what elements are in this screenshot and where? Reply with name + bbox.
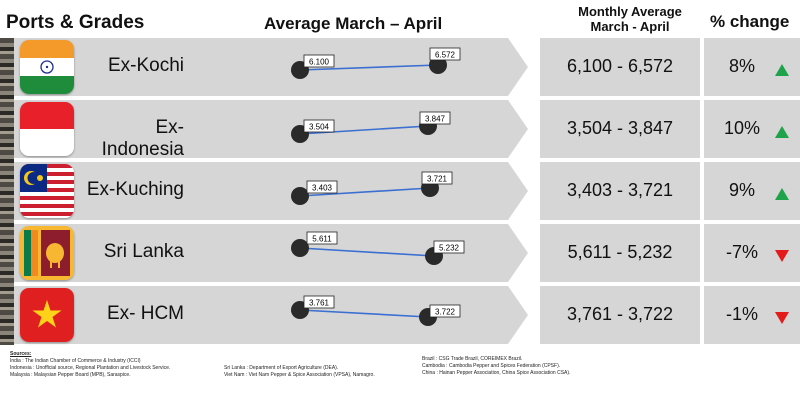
april-label: 3.722 — [435, 308, 456, 317]
trend-line — [299, 125, 429, 135]
table-row: Ex-Kochi 6.100 6.572 6,100 - 6,572 8% — [0, 38, 800, 96]
source-malaysia: Malaysia : Malaysian Pepper Board (MPB),… — [10, 372, 131, 378]
up-arrow-icon — [775, 64, 789, 76]
march-label: 6.100 — [309, 58, 330, 67]
sources-column-2: Sri Lanka : Department of Export Agricul… — [224, 365, 375, 379]
march-label: 3.403 — [312, 184, 333, 193]
header-percent-change: % change — [710, 12, 790, 31]
trend-chart: 3.504 3.847 — [291, 111, 451, 143]
header-monthly-line1: Monthly Average — [578, 4, 682, 19]
port-name: Ex- HCM — [106, 303, 184, 324]
range-band — [540, 162, 700, 220]
chart-band — [182, 224, 528, 282]
header-average: Average March – April — [264, 14, 443, 33]
range-band — [540, 224, 700, 282]
march-marker — [291, 187, 309, 205]
price-range: 3,403 - 3,721 — [566, 180, 674, 200]
percent-change: 8% — [728, 56, 755, 76]
percent-change: -7% — [725, 242, 758, 262]
chart-band — [182, 100, 528, 158]
price-range: 5,611 - 5,232 — [567, 242, 673, 262]
vietnam-flag-icon — [20, 288, 74, 342]
percent-change: 10% — [723, 118, 761, 138]
source-vietnam: Viet Nam : Viet Nam Pepper & Spice Assoc… — [224, 372, 375, 378]
source-india: India : The Indian Chamber of Commerce &… — [10, 358, 141, 364]
indonesia-flag-icon — [20, 102, 74, 156]
down-arrow-icon — [775, 312, 789, 324]
price-range: 3,504 - 3,847 — [566, 118, 674, 138]
trend-chart: 3.403 3.721 — [291, 171, 453, 205]
chart-band — [182, 38, 528, 96]
trend-line — [299, 64, 439, 71]
source-brazil: Brazil : CSG Trade Brazil, COREIMEX Braz… — [422, 356, 523, 362]
trend-line — [299, 247, 435, 257]
up-arrow-icon — [775, 126, 789, 138]
trend-line — [299, 187, 431, 197]
source-china: China : Hainan Pepper Association, China… — [422, 370, 571, 376]
table-row: Ex-Kuching 3.403 3.721 3,403 - 3,721 9% — [0, 162, 800, 220]
header-ports-grades: Ports & Grades — [6, 12, 145, 33]
sri-lanka-flag-icon — [20, 226, 74, 280]
header-monthly-line2: March - April — [590, 19, 670, 34]
trend-line — [299, 309, 429, 318]
april-label: 3.721 — [427, 175, 448, 184]
table-row: Ex-Indonesia 3.504 3.847 3,504 - 3,847 1… — [0, 100, 800, 160]
trend-chart: 6.100 6.572 — [291, 47, 461, 79]
range-band — [540, 286, 700, 344]
source-sri-lanka: Sri Lanka : Department of Export Agricul… — [224, 365, 339, 371]
chart-band — [182, 162, 528, 220]
malaysia-flag-icon — [20, 164, 74, 218]
header-monthly-average: Monthly Average March - April — [560, 4, 700, 34]
port-name: Ex-Indonesia — [101, 117, 184, 160]
price-range: 6,100 - 6,572 — [566, 56, 674, 76]
march-label: 3.504 — [309, 123, 330, 132]
march-label: 3.761 — [309, 299, 330, 308]
trend-chart: 5.611 5.232 — [291, 231, 465, 265]
percent-change: -1% — [725, 304, 758, 324]
april-label: 3.847 — [425, 115, 446, 124]
port-name: Ex-Kuching — [86, 179, 184, 200]
down-arrow-icon — [775, 250, 789, 262]
sources-column-3: Brazil : CSG Trade Brazil, COREIMEX Braz… — [422, 356, 570, 377]
port-name: Sri Lanka — [103, 241, 184, 262]
april-label: 6.572 — [435, 51, 456, 60]
sources-column-1: India : The Indian Chamber of Commerce &… — [10, 358, 170, 379]
source-indonesia: Indonesia : Unofficial source, Regional … — [10, 365, 171, 371]
range-band — [540, 38, 700, 96]
table-row: Ex- HCM 3.761 3.722 3,761 - 3,722 -1% — [0, 286, 800, 344]
sources-title: Sources: — [10, 351, 32, 357]
pepper-texture-strip — [0, 38, 14, 345]
table-row: Sri Lanka 5.611 5.232 5,611 - 5,232 -7% — [0, 224, 800, 282]
range-band — [540, 100, 700, 158]
april-label: 5.232 — [439, 244, 460, 253]
chart-band — [182, 286, 528, 344]
april-marker — [429, 56, 447, 74]
price-range: 3,761 - 3,722 — [566, 304, 674, 324]
india-flag-icon — [20, 40, 74, 94]
percent-change: 9% — [728, 180, 755, 200]
march-label: 5.611 — [312, 235, 332, 244]
trend-chart: 3.761 3.722 — [291, 295, 461, 326]
march-marker — [291, 239, 309, 257]
up-arrow-icon — [775, 188, 789, 200]
port-name: Ex-Kochi — [107, 55, 184, 76]
source-cambodia: Cambodia : Cambodia Pepper and Spices Fe… — [422, 363, 561, 369]
